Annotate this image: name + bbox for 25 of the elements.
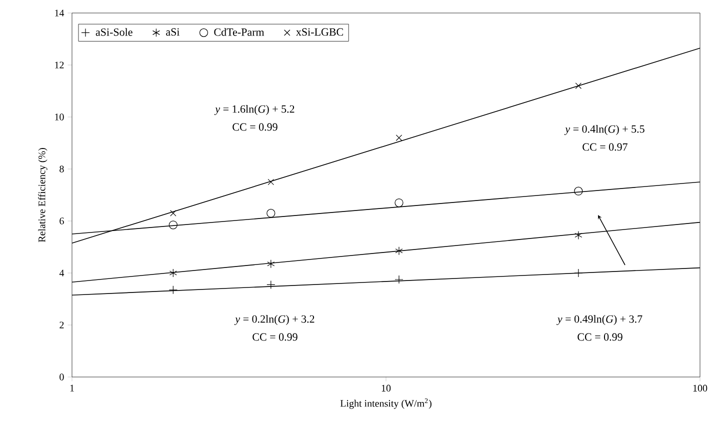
y-axis-title: Relative Efficiency (%) [38,148,48,242]
y-tick-label: 0 [60,374,64,380]
y-tick-label: 4 [59,270,64,276]
annotation: y = 0.2ln(G) + 3.2 [234,315,314,325]
y-tick-label: 10 [55,114,64,120]
annotation: CC = 0.99 [252,333,298,341]
x-tick-label: 10 [382,384,391,392]
x-tick-label: 1 [70,384,74,392]
legend-label: xSi-LGBC [296,28,344,36]
annotation: CC = 0.97 [582,143,628,151]
y-tick-label: 8 [60,166,64,172]
legend-label: CdTe-Parm [214,28,264,36]
annotation: CC = 0.99 [578,333,622,341]
x-axis-title: Light intensity (W/m$^{2}$) [340,398,432,409]
y-tick-label: 14 [55,10,64,16]
x-tick-label: 100 [693,384,708,392]
annotation: y = 0.4ln(G) + 5.5 [564,125,644,135]
annotation: y = 1.6ln(G) + 5.2 [214,105,294,115]
annotation: CC = 0.99 [232,123,278,131]
legend-label: aSi-Sole [96,28,132,36]
y-tick-label: 12 [55,62,64,68]
y-tick-label: 6 [60,218,64,224]
y-tick-label: 2 [60,322,64,328]
legend-label: aSi [166,28,180,36]
annotation: y = 0.49ln(G) + 3.7 [556,315,642,325]
